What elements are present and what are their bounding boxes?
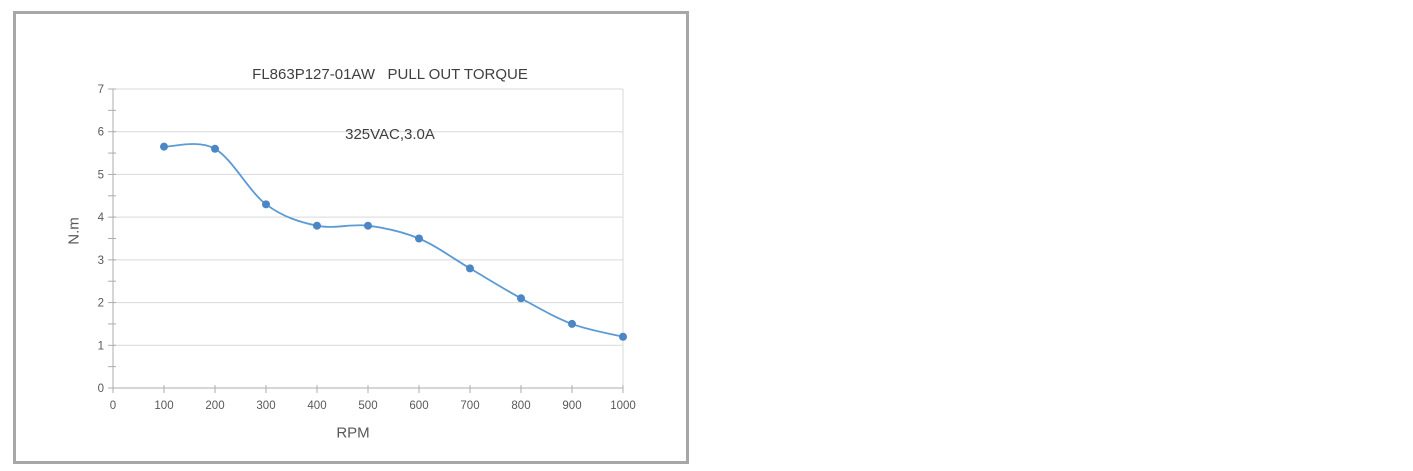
y-tick-label: 6 bbox=[98, 127, 104, 139]
x-tick-label: 200 bbox=[205, 400, 224, 412]
x-tick-label: 1000 bbox=[610, 400, 636, 412]
x-tick-label: 800 bbox=[511, 400, 530, 412]
y-tick-label: 0 bbox=[98, 383, 104, 395]
chart-title: FL863P127-01AW PULL OUT TORQUE bbox=[252, 66, 528, 83]
chart-frame: FL863P127-01AW PULL OUT TORQUE 325VAC,3.… bbox=[13, 11, 689, 464]
series-line bbox=[163, 143, 624, 338]
data-point-marker bbox=[313, 221, 321, 230]
y-tick-label: 2 bbox=[98, 298, 104, 310]
x-tick-label: 100 bbox=[154, 400, 173, 412]
x-tick-label: 700 bbox=[460, 400, 479, 412]
data-point-marker bbox=[364, 221, 372, 230]
x-tick-label: 300 bbox=[256, 400, 275, 412]
y-tick-label: 4 bbox=[98, 212, 105, 224]
x-axis-title: RPM bbox=[336, 424, 370, 442]
x-tick-label: 900 bbox=[562, 400, 581, 412]
data-point-marker bbox=[517, 294, 525, 303]
data-point-marker bbox=[211, 144, 219, 153]
y-axis-title: N.m bbox=[65, 217, 83, 245]
y-tick-label: 1 bbox=[98, 340, 104, 352]
data-point-marker bbox=[415, 234, 423, 243]
y-tick-label: 5 bbox=[98, 169, 104, 181]
data-point-marker bbox=[568, 319, 576, 328]
x-tick-label: 600 bbox=[409, 400, 428, 412]
chart-title-block: FL863P127-01AW PULL OUT TORQUE 325VAC,3.… bbox=[252, 25, 528, 185]
chart-subtitle: 325VAC,3.0A bbox=[345, 126, 435, 143]
data-point-marker bbox=[466, 264, 474, 273]
x-tick-label: 500 bbox=[358, 400, 377, 412]
x-tick-label: 0 bbox=[110, 400, 116, 412]
y-tick-label: 7 bbox=[98, 84, 104, 96]
x-tick-label: 400 bbox=[307, 400, 326, 412]
y-tick-label: 3 bbox=[98, 255, 104, 267]
data-point-marker bbox=[160, 142, 168, 151]
data-point-marker bbox=[619, 332, 627, 341]
data-point-marker bbox=[262, 200, 270, 209]
plot-svg: 0 100 200 300 400 500 600 700 800 900 1000 0 1 2 3 4 5 6 7 bbox=[98, 84, 636, 412]
